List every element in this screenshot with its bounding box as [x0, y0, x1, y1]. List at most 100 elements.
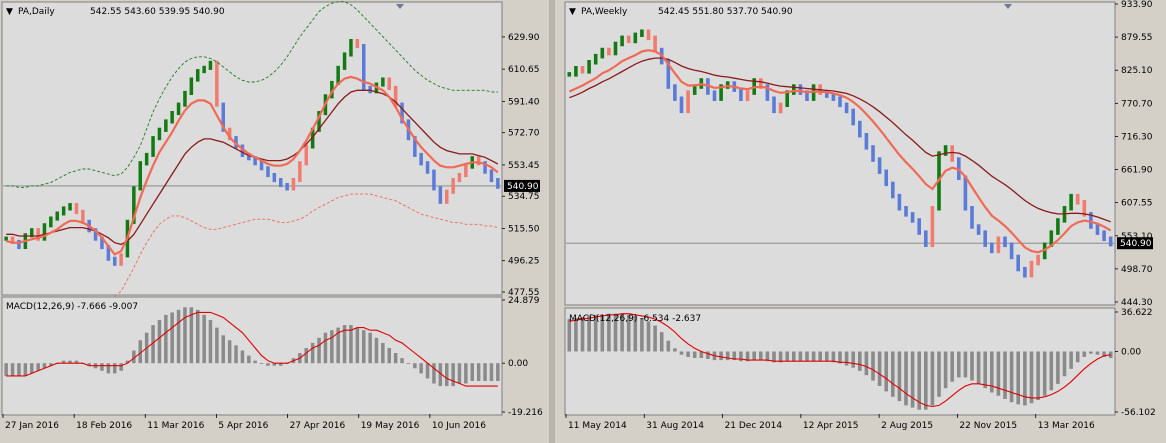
weekly-macd-hist-bar — [607, 313, 611, 352]
daily-price-plot[interactable] — [1, 1, 503, 296]
weekly-x-tick-label: 21 Dec 2014 — [725, 421, 783, 431]
weekly-macd-hist-bar — [864, 351, 869, 376]
weekly-macd-hist-bar — [600, 314, 605, 352]
weekly-macd-hist-bar — [884, 351, 888, 392]
weekly-macd-hist-bar — [679, 351, 684, 355]
daily-price-bar — [451, 178, 455, 194]
daily-price-bar — [381, 77, 385, 87]
weekly-price-bar — [963, 175, 968, 211]
daily-x-tick-label: 27 Jan 2016 — [5, 421, 59, 431]
weekly-price-bar — [1069, 193, 1073, 211]
weekly-macd-hist-bar — [587, 315, 591, 352]
weekly-macd-hist-bar — [805, 351, 809, 362]
daily-macd-title: MACD(12,26,9) -7.666 -9.007 — [6, 302, 138, 312]
weekly-price-tick-label: 553.10 — [1121, 232, 1153, 242]
weekly-macd-hist-bar — [574, 318, 578, 352]
daily-price-tick-label: 496.25 — [508, 257, 540, 267]
daily-macd-hist-bar — [113, 363, 117, 374]
weekly-time-axis: 11 May 2014 31 Aug 2014 21 Dec 2014 12 Apr … — [565, 414, 1095, 431]
daily-price-bar — [419, 152, 423, 166]
daily-macd-hist-bar — [240, 350, 245, 364]
daily-price-tick-label: 629.90 — [508, 33, 540, 43]
weekly-macd-hist-bar — [811, 351, 816, 362]
daily-envelope-upper — [6, 1, 498, 188]
daily-time-axis: 27 Jan 2016 18 Feb 2016 11 Mar 2016 5 Apr 2… — [2, 414, 486, 431]
daily-price-bar — [4, 236, 8, 241]
daily-macd-hist-bar — [349, 325, 353, 364]
weekly-price-bar — [1049, 230, 1054, 247]
daily-price-bar — [368, 85, 372, 94]
weekly-macd-hist-bar — [1049, 351, 1054, 391]
weekly-macd-hist-bar — [732, 351, 737, 361]
daily-macd-hist-bar — [381, 342, 385, 364]
daily-macd-hist-bar — [17, 363, 21, 376]
weekly-price-bar — [1108, 236, 1113, 247]
daily-price-bar — [81, 209, 85, 224]
weekly-chart-window: 933.90 879.55 825.10 770.70 716.30 661.90 607.… — [557, 0, 1166, 443]
weekly-macd-signal-line — [569, 313, 1111, 408]
weekly-price-plot[interactable] — [564, 1, 1116, 306]
daily-price-bar — [432, 169, 436, 191]
weekly-price-bar — [976, 224, 981, 235]
daily-macd-hist-bar — [406, 363, 411, 364]
weekly-price-bar — [633, 32, 638, 44]
weekly-macd-hist-bar — [844, 351, 849, 366]
weekly-price-bar — [587, 60, 591, 74]
weekly-price-tick-label: 444.30 — [1121, 298, 1153, 308]
daily-macd-tick-label: 0.00 — [508, 359, 528, 369]
weekly-price-bar — [950, 145, 954, 162]
daily-price-bar — [298, 161, 302, 182]
weekly-price-bar — [844, 102, 849, 114]
daily-price-bar — [189, 77, 194, 95]
daily-price-bar — [49, 216, 53, 228]
weekly-price-bar — [673, 84, 677, 101]
weekly-macd-hist-bar — [593, 314, 598, 352]
weekly-macd-hist-bar — [686, 351, 690, 357]
daily-macd-hist-bar — [445, 363, 449, 387]
weekly-price-bar — [686, 90, 690, 114]
daily-price-bar — [489, 169, 494, 183]
weekly-price-bar — [580, 66, 585, 74]
weekly-x-tick-label: 22 Nov 2015 — [959, 421, 1017, 431]
daily-x-tick-label: 11 Mar 2016 — [147, 421, 204, 431]
weekly-price-bar — [825, 90, 829, 98]
weekly-price-bar — [864, 133, 869, 150]
weekly-macd-hist-bar — [666, 340, 671, 352]
weekly-macd-hist-bar — [640, 318, 644, 352]
daily-price-bar — [144, 152, 149, 166]
window-splitter[interactable] — [549, 0, 555, 443]
weekly-macd-hist-bar — [613, 313, 618, 352]
weekly-macd-hist-bar — [943, 351, 948, 389]
daily-price-bar — [10, 236, 15, 244]
daily-macd-hist-bar — [234, 345, 238, 364]
weekly-scroll-marker-icon[interactable] — [1004, 4, 1012, 9]
daily-macd-hist-bar — [253, 360, 257, 364]
daily-title-label: ▼ — [6, 7, 13, 17]
weekly-price-bar — [805, 90, 809, 101]
weekly-macd-hist-bar — [1009, 351, 1014, 403]
daily-macd-plot[interactable] — [1, 296, 503, 416]
weekly-price-tick-label: 661.90 — [1121, 166, 1153, 176]
daily-ema-fast-line — [5, 75, 499, 256]
weekly-price-bar — [792, 84, 796, 95]
daily-x-tick-label: 5 Apr 2016 — [218, 421, 268, 431]
daily-price-bar — [413, 136, 417, 157]
daily-price-bar — [285, 183, 289, 191]
daily-macd-hist-bar — [125, 360, 130, 364]
weekly-x-tick-label: 13 Mar 2016 — [1038, 421, 1095, 431]
daily-macd-hist-bar — [138, 340, 142, 364]
daily-price-series — [3, 1, 501, 297]
daily-macd-axis: 24.879 0.00 -19.216 — [502, 296, 543, 418]
weekly-price-bar — [831, 93, 836, 101]
daily-scroll-marker-icon[interactable] — [396, 4, 404, 9]
weekly-price-bar — [607, 47, 611, 56]
weekly-x-tick-label: 31 Aug 2014 — [646, 421, 704, 431]
weekly-price-bar — [924, 230, 928, 247]
daily-price-bar — [349, 39, 353, 57]
weekly-macd-hist-bar — [1069, 351, 1073, 369]
daily-price-tick-label: 477.55 — [508, 288, 540, 298]
daily-price-bar — [68, 203, 72, 211]
daily-price-bar — [291, 178, 296, 191]
daily-price-bar — [496, 178, 500, 189]
daily-x-tick-label: 10 Jun 2016 — [432, 421, 486, 431]
